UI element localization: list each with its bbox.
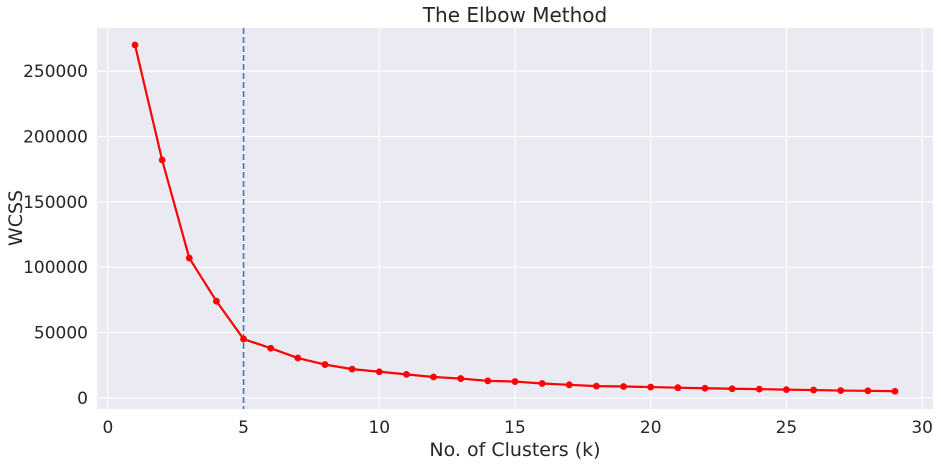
data-point (240, 335, 247, 343)
y-tick-labels: 0 50000 100000 150000 200000 250000 (23, 62, 88, 409)
data-point (294, 354, 302, 362)
x-tick-label: 5 (238, 418, 249, 438)
y-tick-label: 0 (77, 389, 88, 409)
y-tick-label: 200000 (23, 127, 88, 147)
x-axis-label: No. of Clusters (k) (429, 439, 600, 461)
y-tick-label: 100000 (23, 258, 88, 278)
x-tick-label: 30 (911, 418, 933, 438)
data-point (430, 373, 437, 381)
data-point (810, 386, 817, 394)
chart-title: The Elbow Method (422, 3, 607, 27)
data-point (891, 387, 899, 395)
x-tick-label: 0 (102, 418, 113, 438)
data-point (158, 156, 166, 164)
grid-lines (97, 28, 933, 409)
x-tick-label: 25 (776, 418, 798, 438)
y-tick-label: 150000 (23, 193, 88, 213)
data-point (403, 370, 410, 378)
data-point (755, 385, 763, 393)
data-point (185, 254, 193, 262)
x-tick-label: 10 (368, 418, 390, 438)
data-point (457, 375, 465, 382)
x-tick-label: 15 (504, 418, 526, 438)
data-point (511, 378, 519, 385)
data-point (647, 383, 655, 391)
y-axis-label: WCSS (5, 190, 27, 246)
data-point (837, 387, 845, 394)
data-point (321, 361, 329, 368)
data-point (267, 344, 275, 352)
data-point (701, 384, 709, 392)
wcss-data-points (131, 41, 899, 395)
data-point (375, 368, 383, 376)
y-tick-label: 250000 (23, 62, 88, 82)
data-point (213, 297, 220, 305)
data-point (620, 383, 627, 390)
y-tick-label: 50000 (34, 324, 88, 344)
data-point (674, 384, 682, 392)
x-tick-labels: 0 5 10 15 20 25 30 (102, 418, 933, 438)
data-point (728, 385, 736, 393)
data-point (864, 387, 872, 395)
data-point (593, 382, 600, 390)
data-point (131, 41, 139, 49)
data-point (565, 381, 573, 389)
data-point (484, 377, 492, 385)
data-point (538, 380, 546, 387)
x-tick-label: 20 (640, 418, 662, 438)
data-point (783, 386, 790, 394)
data-point (348, 365, 356, 373)
